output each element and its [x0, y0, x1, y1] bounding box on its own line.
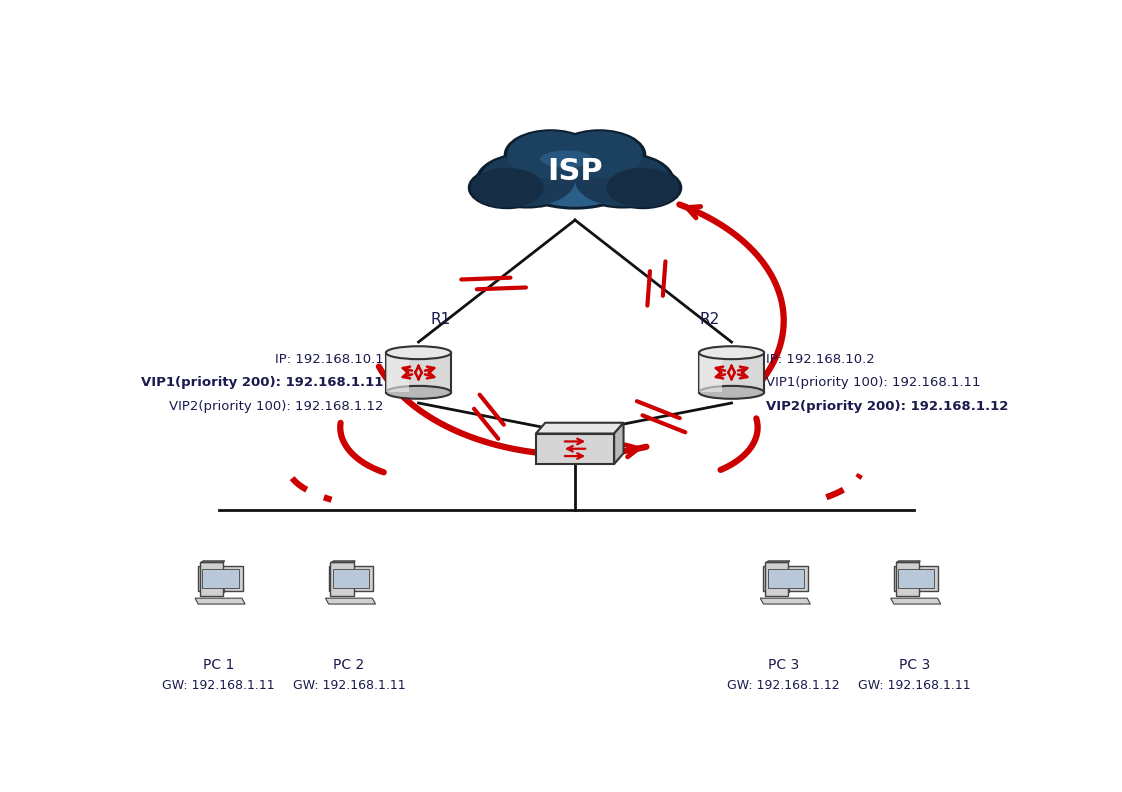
FancyBboxPatch shape — [765, 562, 789, 596]
Text: ISP: ISP — [548, 157, 603, 186]
Ellipse shape — [552, 129, 646, 181]
Ellipse shape — [386, 386, 451, 399]
FancyBboxPatch shape — [894, 566, 938, 591]
FancyBboxPatch shape — [699, 352, 764, 392]
Ellipse shape — [504, 129, 598, 181]
Ellipse shape — [507, 131, 595, 178]
Ellipse shape — [505, 133, 645, 210]
FancyBboxPatch shape — [913, 589, 919, 592]
Text: VIP2(priority 200): 192.168.1.12: VIP2(priority 200): 192.168.1.12 — [766, 399, 1009, 413]
Text: PC 1: PC 1 — [203, 658, 234, 672]
Text: VIP1(priority 100): 192.168.1.11: VIP1(priority 100): 192.168.1.11 — [766, 376, 981, 390]
Ellipse shape — [576, 154, 671, 207]
FancyBboxPatch shape — [763, 566, 808, 591]
FancyBboxPatch shape — [199, 566, 242, 591]
Text: VIP2(priority 100): 192.168.1.12: VIP2(priority 100): 192.168.1.12 — [169, 399, 384, 413]
Text: VIP1(priority 200): 192.168.1.11: VIP1(priority 200): 192.168.1.11 — [141, 376, 384, 390]
Polygon shape — [761, 598, 810, 604]
FancyBboxPatch shape — [202, 569, 239, 588]
Ellipse shape — [479, 154, 574, 207]
Ellipse shape — [476, 152, 579, 208]
Polygon shape — [201, 561, 224, 562]
Polygon shape — [325, 598, 376, 604]
Ellipse shape — [555, 131, 643, 178]
Ellipse shape — [471, 168, 544, 208]
FancyBboxPatch shape — [329, 566, 374, 591]
Ellipse shape — [699, 386, 764, 399]
Text: R1: R1 — [430, 312, 450, 327]
Polygon shape — [896, 561, 920, 562]
Ellipse shape — [606, 168, 679, 208]
FancyBboxPatch shape — [331, 562, 353, 596]
Text: PC 2: PC 2 — [333, 658, 365, 672]
Text: GW: 192.168.1.11: GW: 192.168.1.11 — [163, 679, 275, 691]
Ellipse shape — [604, 166, 682, 209]
FancyBboxPatch shape — [200, 562, 223, 596]
Polygon shape — [536, 433, 614, 464]
FancyBboxPatch shape — [218, 589, 223, 592]
Text: GW: 192.168.1.11: GW: 192.168.1.11 — [858, 679, 971, 691]
Text: GW: 192.168.1.12: GW: 192.168.1.12 — [727, 679, 840, 691]
FancyBboxPatch shape — [348, 589, 355, 592]
Text: IP: 192.168.10.1: IP: 192.168.10.1 — [275, 352, 384, 366]
Ellipse shape — [541, 150, 592, 168]
Ellipse shape — [386, 346, 451, 359]
FancyBboxPatch shape — [895, 562, 919, 596]
Text: GW: 192.168.1.11: GW: 192.168.1.11 — [293, 679, 405, 691]
Ellipse shape — [571, 152, 674, 208]
Text: IP: 192.168.10.2: IP: 192.168.10.2 — [766, 352, 875, 366]
Polygon shape — [891, 598, 940, 604]
Ellipse shape — [509, 135, 641, 207]
Text: PC 3: PC 3 — [769, 658, 799, 672]
FancyBboxPatch shape — [699, 352, 721, 392]
Polygon shape — [766, 561, 790, 562]
Polygon shape — [614, 423, 624, 464]
Polygon shape — [536, 423, 624, 433]
FancyBboxPatch shape — [386, 352, 408, 392]
Text: R2: R2 — [700, 312, 720, 327]
Ellipse shape — [468, 166, 546, 209]
FancyBboxPatch shape — [782, 589, 789, 592]
FancyBboxPatch shape — [898, 569, 935, 588]
Ellipse shape — [699, 346, 764, 359]
FancyBboxPatch shape — [386, 352, 451, 392]
Text: PC 3: PC 3 — [899, 658, 930, 672]
Polygon shape — [195, 598, 245, 604]
Polygon shape — [331, 561, 356, 562]
FancyBboxPatch shape — [333, 569, 369, 588]
FancyBboxPatch shape — [767, 569, 803, 588]
